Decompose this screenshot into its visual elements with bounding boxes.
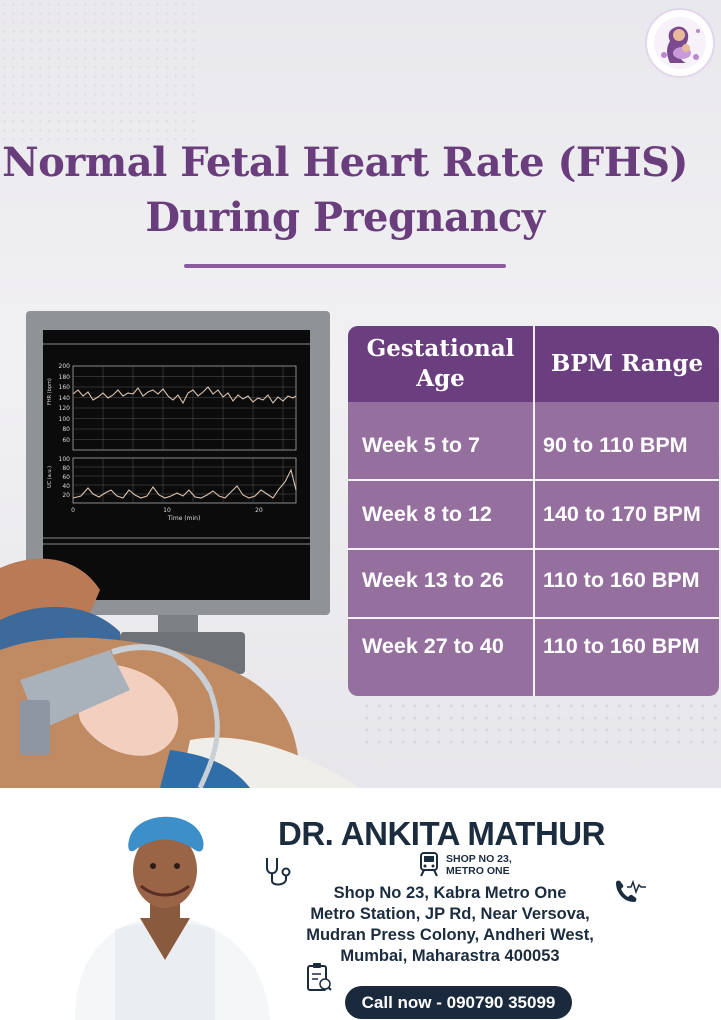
title-line-1: Normal Fetal Heart Rate (FHS) xyxy=(2,139,688,186)
fhr-tick: 140 xyxy=(59,395,71,402)
uc-tick: 60 xyxy=(62,474,70,481)
age-cell: Week 13 to 26 xyxy=(362,568,504,592)
shop-short-label: SHOP NO 23, METRO ONE xyxy=(446,853,512,877)
table-row: Week 13 to 26 110 to 160 BPM xyxy=(348,547,719,614)
phone-icon xyxy=(616,879,646,902)
stethoscope-icon xyxy=(266,858,291,886)
uc-tick: 20 xyxy=(62,492,70,499)
fhr-tick: 120 xyxy=(59,405,71,412)
ctg-trace: FHR (bpm) UC (a.u.) 200 180 160 140 120 … xyxy=(43,343,310,545)
monitor-screen: FHR (bpm) UC (a.u.) 200 180 160 140 120 … xyxy=(43,330,310,600)
clipboard-icon xyxy=(307,963,332,991)
address-line-2: Metro Station, JP Rd, Near Versova, xyxy=(310,905,590,923)
uc-tick: 40 xyxy=(62,483,70,490)
address-line-1: Shop No 23, Kabra Metro One xyxy=(333,884,567,902)
bpm-cell: 90 to 110 BPM xyxy=(543,433,688,457)
fhr-tick: 180 xyxy=(59,374,71,381)
uc-tick: 100 xyxy=(59,456,71,463)
address-line-4: Mumbai, Maharastra 400053 xyxy=(340,947,560,965)
ultrasound-illustration xyxy=(0,558,360,788)
header-gestational-age: Gestational Age xyxy=(366,335,515,392)
column-divider xyxy=(533,326,535,696)
monitor-stand xyxy=(158,615,198,637)
table-row: Week 5 to 7 90 to 110 BPM xyxy=(348,412,719,479)
clinic-address: Shop No 23, Kabra Metro One Metro Statio… xyxy=(300,883,600,967)
shop-short-line-1: SHOP NO 23, xyxy=(446,853,512,865)
doctor-portrait xyxy=(75,816,270,1020)
age-cell: Week 5 to 7 xyxy=(362,433,480,457)
fhr-tick: 100 xyxy=(59,416,71,423)
time-tick: 20 xyxy=(255,507,263,514)
page-title: Normal Fetal Heart Rate (FHS) During Pre… xyxy=(0,135,690,245)
uc-tick: 80 xyxy=(62,465,70,472)
table-row: Week 8 to 12 140 to 170 BPM xyxy=(348,481,719,548)
doctor-name: DR. ANKITA MATHUR xyxy=(278,815,605,852)
uc-axis-label: UC (a.u.) xyxy=(47,466,53,488)
time-tick: 0 xyxy=(71,507,75,514)
fhr-tick: 200 xyxy=(59,363,71,370)
header-bpm-range: BPM Range xyxy=(550,350,704,377)
metro-train-icon xyxy=(420,852,438,877)
bpm-cell: 110 to 160 BPM xyxy=(543,634,700,658)
age-cell: Week 8 to 12 xyxy=(362,502,492,526)
fhr-tick: 80 xyxy=(62,426,70,433)
bpm-cell: 110 to 160 BPM xyxy=(543,568,700,592)
title-line-2: During Pregnancy xyxy=(145,194,545,241)
call-now-button[interactable]: Call now - 090790 35099 xyxy=(345,986,572,1019)
table-row: Week 27 to 40 110 to 160 BPM xyxy=(348,613,719,680)
age-cell: Week 27 to 40 xyxy=(362,634,504,658)
fhr-axis-label: FHR (bpm) xyxy=(47,378,53,405)
address-line-3: Mudran Press Colony, Andheri West, xyxy=(306,926,594,944)
bpm-cell: 140 to 170 BPM xyxy=(543,502,701,526)
shop-short-line-2: METRO ONE xyxy=(446,865,510,877)
fhr-tick: 160 xyxy=(59,384,71,391)
fhr-tick: 60 xyxy=(62,437,70,444)
decorative-dots xyxy=(0,0,200,140)
time-tick: 10 xyxy=(163,507,171,514)
fhr-table: Gestational Age BPM Range Week 5 to 7 90… xyxy=(348,326,719,696)
time-axis-label: Time (min) xyxy=(167,515,201,522)
logo-mother-baby-icon xyxy=(645,8,715,78)
title-divider xyxy=(184,264,506,268)
